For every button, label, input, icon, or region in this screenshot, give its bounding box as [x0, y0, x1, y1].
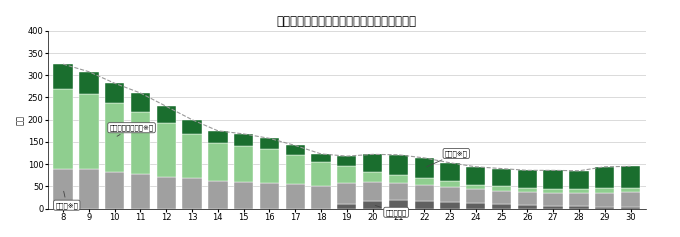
- Text: 退職手当債: 退職手当債: [375, 205, 407, 216]
- Bar: [105, 83, 124, 103]
- Bar: [54, 169, 73, 209]
- Bar: [286, 155, 305, 184]
- Bar: [337, 183, 356, 204]
- Bar: [182, 120, 202, 134]
- Bar: [337, 204, 356, 209]
- Bar: [415, 158, 434, 178]
- Bar: [441, 163, 460, 182]
- Text: 普通債※３: 普通債※３: [55, 191, 78, 209]
- Bar: [363, 154, 382, 172]
- Bar: [105, 103, 124, 172]
- Bar: [389, 175, 408, 183]
- Bar: [131, 93, 150, 112]
- Bar: [286, 146, 305, 155]
- Bar: [389, 183, 408, 200]
- Bar: [156, 177, 176, 209]
- Bar: [363, 172, 382, 182]
- Bar: [595, 188, 615, 192]
- Bar: [105, 172, 124, 209]
- Bar: [569, 193, 589, 206]
- Bar: [389, 200, 408, 209]
- Bar: [517, 192, 537, 205]
- Bar: [156, 123, 176, 177]
- Bar: [156, 106, 176, 123]
- Y-axis label: 億円: 億円: [16, 115, 24, 125]
- Bar: [363, 182, 382, 201]
- Bar: [208, 181, 228, 209]
- Text: 市核づくり関連債※２: 市核づくり関連債※２: [109, 124, 154, 136]
- Bar: [492, 204, 511, 209]
- Bar: [441, 187, 460, 202]
- Bar: [569, 171, 589, 189]
- Bar: [182, 134, 202, 178]
- Bar: [54, 89, 73, 169]
- Text: 国策債※１: 国策債※１: [427, 150, 468, 167]
- Bar: [415, 185, 434, 201]
- Bar: [441, 202, 460, 209]
- Bar: [466, 189, 486, 203]
- Bar: [234, 146, 253, 182]
- Bar: [260, 150, 279, 183]
- Bar: [79, 94, 99, 169]
- Bar: [517, 205, 537, 209]
- Bar: [543, 192, 563, 206]
- Bar: [621, 188, 640, 192]
- Bar: [595, 207, 615, 209]
- Bar: [621, 192, 640, 207]
- Bar: [543, 206, 563, 209]
- Bar: [517, 188, 537, 192]
- Bar: [311, 162, 330, 186]
- Bar: [234, 182, 253, 209]
- Bar: [311, 154, 330, 162]
- Bar: [311, 186, 330, 209]
- Bar: [337, 166, 356, 183]
- Bar: [492, 169, 511, 186]
- Bar: [79, 169, 99, 209]
- Bar: [466, 185, 486, 189]
- Bar: [466, 203, 486, 209]
- Bar: [621, 166, 640, 188]
- Title: グラフ４　年度別市債残高推移（一般会計）: グラフ４ 年度別市債残高推移（一般会計）: [277, 15, 417, 28]
- Bar: [363, 201, 382, 209]
- Bar: [131, 174, 150, 209]
- Bar: [543, 189, 563, 192]
- Bar: [492, 186, 511, 191]
- Bar: [389, 155, 408, 175]
- Bar: [415, 178, 434, 185]
- Bar: [569, 206, 589, 209]
- Bar: [286, 184, 305, 209]
- Bar: [337, 156, 356, 166]
- Bar: [234, 134, 253, 146]
- Bar: [466, 167, 486, 185]
- Bar: [208, 131, 228, 143]
- Bar: [260, 138, 279, 150]
- Bar: [79, 72, 99, 94]
- Bar: [260, 183, 279, 209]
- Bar: [569, 189, 589, 193]
- Bar: [415, 201, 434, 209]
- Bar: [441, 182, 460, 187]
- Bar: [543, 170, 563, 189]
- Bar: [131, 112, 150, 174]
- Bar: [182, 178, 202, 209]
- Bar: [621, 207, 640, 209]
- Bar: [208, 143, 228, 181]
- Bar: [595, 192, 615, 207]
- Bar: [517, 170, 537, 188]
- Bar: [492, 191, 511, 204]
- Bar: [595, 167, 615, 188]
- Bar: [54, 64, 73, 89]
